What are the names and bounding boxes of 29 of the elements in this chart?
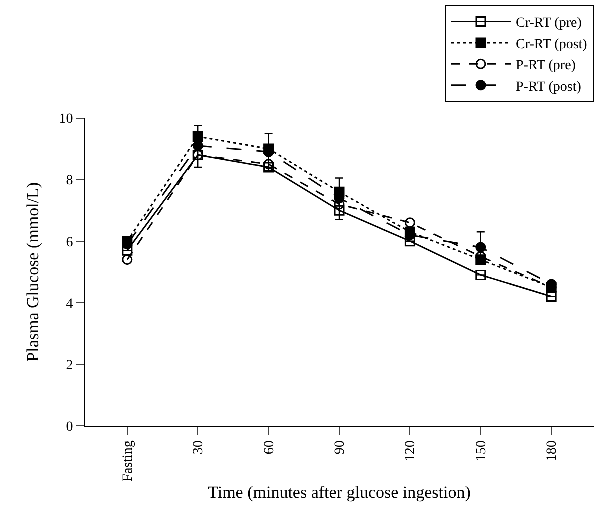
y-axis-title: Plasma Glucose (mmol/L)	[24, 182, 43, 362]
y-tick-label: 4	[66, 296, 74, 312]
point	[476, 242, 486, 253]
legend-label: P-RT (post)	[516, 80, 582, 95]
point	[334, 205, 345, 216]
point	[546, 292, 557, 302]
point	[122, 254, 133, 266]
x-tick-label: 120	[404, 440, 419, 462]
point	[122, 245, 133, 256]
legend-label: P-RT (pre)	[516, 58, 576, 74]
x-tick-label: 90	[333, 440, 348, 455]
point	[404, 236, 416, 247]
point	[476, 270, 486, 280]
legend-label: Cr-RT (pre)	[516, 16, 582, 32]
point	[404, 218, 416, 228]
legend-label: Cr-RT (post)	[516, 37, 588, 52]
x-tick-label: 30	[192, 440, 207, 455]
x-tick-label: Fasting	[120, 440, 136, 482]
y-tick-label: 6	[66, 235, 74, 250]
y-tick-label: 8	[66, 174, 74, 189]
x-tick-label: 180	[545, 440, 560, 462]
x-tick-label: 150	[474, 440, 490, 462]
y-tick-label: 0	[66, 420, 74, 435]
x-tick-label: 60	[262, 440, 278, 455]
point	[192, 140, 204, 152]
x-axis-title: Time (minutes after glucose ingestion)	[208, 483, 471, 502]
y-tick-label: 2	[66, 358, 74, 374]
point	[192, 131, 204, 142]
y-tick-label: 10	[59, 112, 74, 128]
